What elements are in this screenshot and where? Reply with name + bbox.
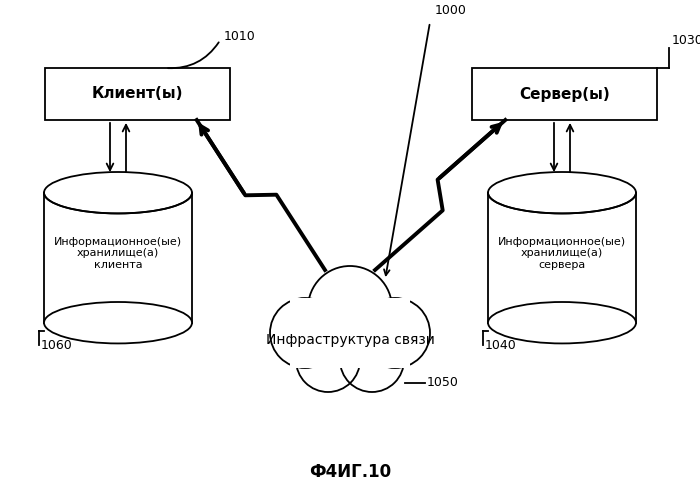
Ellipse shape bbox=[488, 172, 636, 213]
Text: 1050: 1050 bbox=[427, 376, 459, 389]
Text: Информационное(ые)
хранилище(а)
сервера: Информационное(ые) хранилище(а) сервера bbox=[498, 237, 626, 270]
Bar bbox=[290, 298, 410, 368]
Text: Клиент(ы): Клиент(ы) bbox=[92, 86, 183, 102]
Circle shape bbox=[296, 328, 360, 392]
Circle shape bbox=[270, 298, 340, 368]
Text: 1030: 1030 bbox=[672, 34, 700, 47]
Ellipse shape bbox=[44, 302, 192, 344]
Bar bbox=[472, 68, 657, 120]
Ellipse shape bbox=[488, 302, 636, 344]
Text: 1010: 1010 bbox=[223, 29, 255, 42]
Circle shape bbox=[340, 328, 404, 392]
Circle shape bbox=[360, 298, 430, 368]
Text: 1000: 1000 bbox=[435, 4, 467, 17]
Text: 1040: 1040 bbox=[485, 339, 517, 352]
Ellipse shape bbox=[44, 172, 192, 213]
Text: 1060: 1060 bbox=[41, 339, 73, 352]
Text: Информационное(ые)
хранилище(а)
клиента: Информационное(ые) хранилище(а) клиента bbox=[54, 237, 182, 270]
Circle shape bbox=[308, 266, 392, 350]
Bar bbox=[44, 193, 192, 312]
Text: Сервер(ы): Сервер(ы) bbox=[519, 86, 610, 102]
Bar bbox=[45, 68, 230, 120]
Text: Ф4ИГ.10: Ф4ИГ.10 bbox=[309, 463, 391, 481]
Bar bbox=[488, 193, 636, 312]
Text: Инфраструктура связи: Инфраструктура связи bbox=[265, 333, 435, 347]
